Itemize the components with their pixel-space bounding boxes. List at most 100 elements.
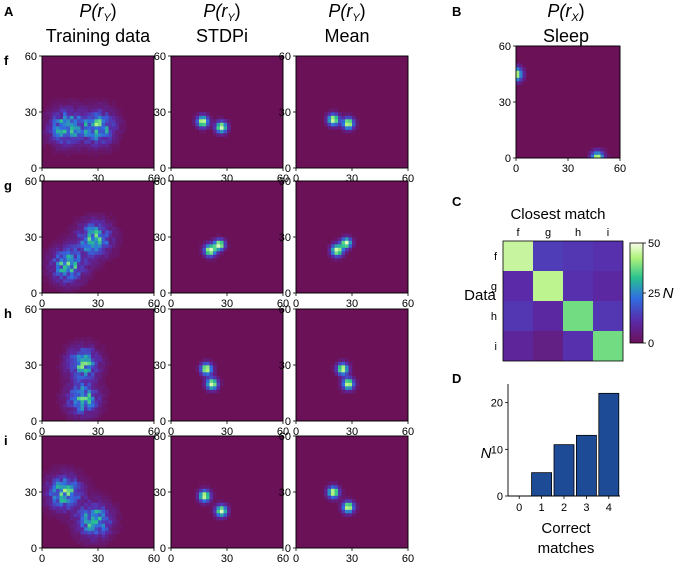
heatmap-mean-h-cell (355, 386, 360, 390)
heatmap-training-g-cell (73, 275, 78, 280)
heatmap-stdpi-h-cell (206, 379, 210, 383)
heatmap-stdpi-h-cell (216, 375, 221, 380)
heatmap-training-i-cell (80, 495, 85, 500)
heatmap-training-f-cell (77, 140, 81, 144)
heatmap-training-g-cell (94, 219, 99, 224)
heatmap-training-i-cell (66, 509, 71, 514)
heatmap-training-h-cell (59, 358, 64, 362)
heatmap-training-i-cell (91, 544, 95, 549)
heatmap-training-f-cell (122, 122, 127, 127)
heatmap-sleep-ytick-label: 0 (505, 153, 511, 165)
heatmap-training-i-cell (98, 509, 102, 514)
heatmap-training-h-cell (84, 389, 88, 394)
heatmap-training-h-cell (73, 389, 78, 394)
heatmap-training-i-cell (59, 464, 64, 468)
heatmap-training-f-cell (73, 133, 78, 137)
column-title-sleep: P(rX) Sleep (543, 1, 589, 46)
heatmap-training-i-cell (73, 485, 78, 489)
heatmap-training-f-cell (119, 136, 123, 141)
heatmap-training-g-cell (84, 275, 88, 280)
heatmap-training-i-cell (87, 488, 92, 493)
heatmap-training-g-cell (87, 258, 92, 262)
heatmap-training-h-cell (63, 375, 67, 380)
heatmap-stdpi-g-cell (223, 244, 228, 248)
heatmap-mean-h-cell (334, 372, 339, 376)
heatmap-sleep-background (515, 45, 621, 159)
heatmap-training-i-cell (84, 492, 88, 496)
heatmap-training-f-cell (56, 115, 60, 120)
heatmap-training-f-cell (87, 119, 92, 123)
heatmap-training-h-cell (94, 393, 99, 397)
heatmap-training-f-cell (73, 140, 78, 144)
heatmap-training-i-cell (45, 499, 50, 503)
heatmap-training-g-cell (105, 233, 109, 238)
heatmap-sleep-cell (590, 151, 595, 155)
matrix-cell-i-h (563, 331, 593, 361)
heatmap-training-f-cell (80, 133, 85, 137)
heatmap-training-g-cell (77, 254, 81, 259)
heatmap-stdpi-f-cell (202, 126, 207, 130)
heatmap-training-g-ytick-label: 0 (31, 288, 37, 300)
heatmap-stdpi-h-cell (202, 365, 207, 369)
heatmap-training-i-cell (94, 506, 99, 510)
heatmap-training-g-cell (80, 233, 85, 238)
heatmap-training-h-cell (94, 344, 99, 348)
heatmap-training-i-cell (63, 520, 67, 524)
heatmap-training-i-cell (112, 509, 116, 514)
heatmap-training-h-cell (105, 396, 109, 401)
heatmap-training-h-cell (80, 400, 85, 404)
heatmap-mean-f-cell (348, 119, 353, 123)
heatmap-training-f-cell (105, 143, 109, 148)
heatmap-training-i-cell (98, 499, 102, 503)
heatmap-training-f-cell (94, 122, 99, 127)
heatmap-stdpi-i-cell (213, 509, 217, 514)
heatmap-mean-i-cell (331, 492, 335, 496)
heatmap-stdpi-h-cell (213, 382, 217, 387)
heatmap-training-i-cell (77, 523, 81, 528)
heatmap-stdpi-f-cell (227, 119, 231, 123)
heatmap-mean-g-cell (345, 233, 349, 238)
heatmap-training-g-cell (115, 240, 120, 245)
heatmap-training-f-cell (115, 143, 120, 148)
heatmap-stdpi-g-cell (213, 258, 217, 262)
heatmap-mean-i-cell (334, 485, 339, 489)
heatmap-stdpi-f-cell (192, 115, 196, 120)
heatmap-training-h-cell (98, 375, 102, 380)
heatmap-mean-i-cell (348, 495, 353, 500)
heatmap-training-h-cell (94, 347, 99, 352)
heatmap-training-i-cell (56, 481, 60, 486)
heatmap-mean-i-cell (341, 506, 346, 510)
heatmap-training-f-cell (63, 129, 67, 134)
heatmap-training-f-cell (108, 136, 113, 141)
heatmap-training-i-cell (66, 520, 71, 524)
heatmap-training-i-cell (98, 527, 102, 531)
heatmap-training-g-cell (94, 237, 99, 241)
heatmap-training-g-cell (94, 240, 99, 245)
heatmap-training-g-cell (66, 240, 71, 245)
matrix-cell-i-i (593, 331, 623, 361)
heatmap-training-f-cell (77, 119, 81, 123)
heatmap-training-f-cell (101, 129, 106, 134)
heatmap-stdpi-h-cell (213, 365, 217, 369)
heatmap-training-g-cell (119, 233, 123, 238)
heatmap-training-i-cell (63, 495, 67, 500)
heatmap-training-i-cell (42, 481, 46, 486)
heatmap-sleep-cell (597, 154, 601, 159)
heatmap-stdpi-h-cell (202, 358, 207, 362)
heatmap-training-f-cell (98, 115, 102, 120)
heatmap-training-i-cell (108, 502, 113, 507)
heatmap-training-f-cell (80, 119, 85, 123)
heatmap-training-g-cell (42, 272, 46, 276)
heatmap-stdpi-g-cell (209, 237, 214, 241)
heatmap-stdpi-f-cell (220, 119, 224, 123)
title-prob: P(r (203, 1, 228, 21)
heatmap-training-g-cell (73, 286, 78, 290)
heatmap-training-g-cell (84, 282, 88, 287)
heatmap-training-g-cell (73, 279, 78, 283)
heatmap-mean-g-cell (334, 247, 339, 252)
heatmap-training-h-cell (87, 354, 92, 359)
heatmap-training-f-cell (84, 143, 88, 148)
heatmap-training-f-cell (45, 115, 50, 120)
heatmap-training-i-cell (101, 499, 106, 503)
heatmap-training-h-cell (66, 396, 71, 401)
